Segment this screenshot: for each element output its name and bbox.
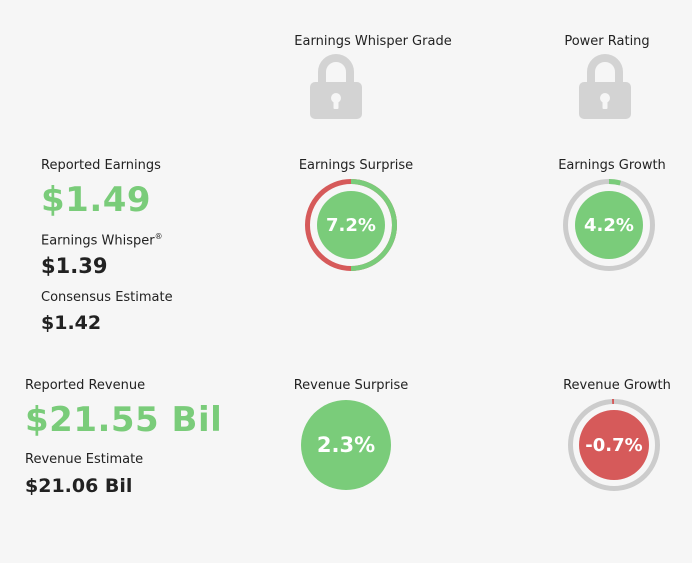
revenue-estimate-label: Revenue Estimate (25, 452, 144, 467)
earnings-surprise-gauge: 7.2% (305, 179, 397, 271)
revenue-surprise-value: 2.3% (317, 433, 375, 457)
revenue-growth-disc (579, 410, 649, 480)
reported-earnings-value: $1.49 (41, 180, 152, 220)
earnings-growth-gauge: 4.2% (563, 179, 655, 271)
registered-mark: ® (154, 232, 163, 241)
earnings-growth-disc (575, 191, 643, 259)
reported-earnings-label: Reported Earnings (41, 158, 161, 173)
reported-revenue-label: Reported Revenue (25, 378, 146, 393)
revenue-growth-gauge: -0.7% (568, 399, 660, 491)
earnings-surprise-label: Earnings Surprise (298, 158, 414, 173)
earnings-growth-ring-fill (608, 179, 622, 186)
revenue-surprise-disc (301, 400, 391, 490)
earnings-surprise-disc (317, 191, 385, 259)
consensus-estimate-value: $1.42 (41, 312, 102, 334)
consensus-estimate-label: Consensus Estimate (41, 290, 173, 305)
revenue-surprise-label: Revenue Surprise (293, 378, 409, 393)
revenue-surprise-gauge: 2.3% (301, 400, 391, 490)
revenue-estimate-value: $21.06 Bil (25, 475, 133, 497)
reported-revenue-value: $21.55 Bil (25, 400, 223, 440)
earnings-growth-value: 4.2% (584, 215, 634, 236)
revenue-growth-value: -0.7% (585, 435, 642, 456)
whisper-grade-label: Earnings Whisper Grade (294, 34, 452, 49)
earnings-whisper-value: $1.39 (41, 254, 108, 278)
earnings-surprise-value: 7.2% (326, 215, 376, 236)
earnings-surprise-ring-fill (350, 179, 397, 271)
earnings-whisper-label: Earnings Whisper® (41, 232, 163, 248)
earnings-whisper-text: Earnings Whisper (41, 233, 155, 249)
earnings-growth-label: Earnings Growth (558, 158, 666, 173)
revenue-growth-label: Revenue Growth (563, 378, 671, 393)
whisper-grade-lock-icon (310, 54, 362, 119)
power-rating-lock-icon (579, 54, 631, 119)
power-rating-label: Power Rating (564, 34, 650, 49)
